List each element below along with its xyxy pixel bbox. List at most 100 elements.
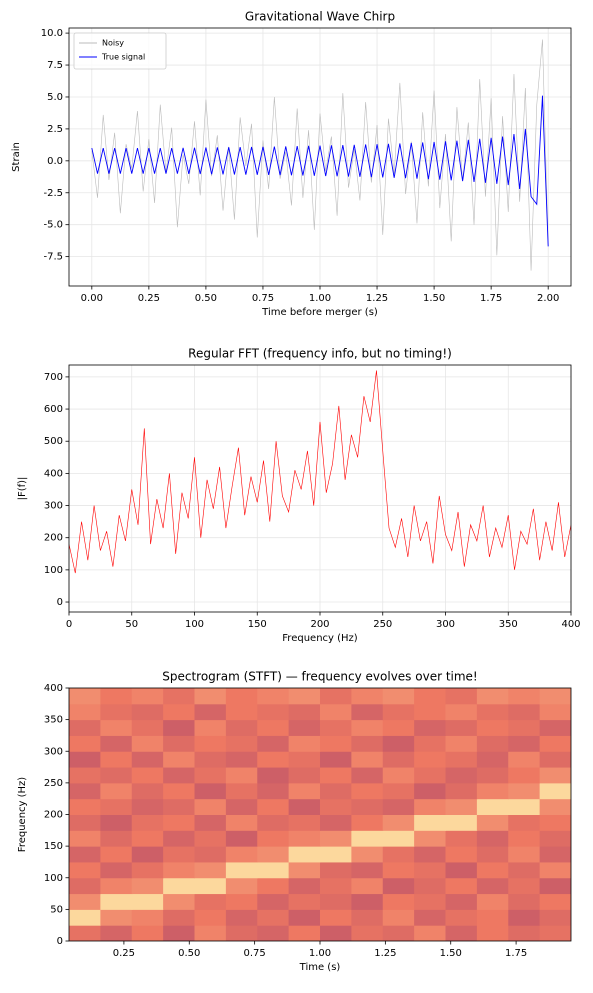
heatmap-cell: [163, 877, 195, 895]
heatmap-cell: [539, 751, 571, 768]
heatmap-cell: [288, 782, 321, 800]
heatmap-cell: [225, 925, 258, 941]
heatmap-cell: [382, 877, 415, 895]
heatmap-cell: [382, 688, 415, 705]
heatmap-cell: [194, 782, 227, 800]
heatmap-cell: [476, 877, 509, 895]
y-tick-label: 100: [44, 873, 63, 884]
heatmap-cell: [320, 703, 352, 721]
heatmap-cell: [476, 814, 509, 831]
heatmap-cell: [320, 719, 352, 736]
x-tick-label: 1.25: [366, 293, 388, 304]
heatmap-cell: [351, 719, 384, 736]
heatmap-cell: [320, 877, 352, 895]
heatmap-cell: [69, 909, 101, 926]
heatmap-cell: [100, 798, 133, 815]
heatmap-cell: [100, 846, 133, 863]
heatmap-cell: [382, 830, 415, 847]
y-tick-label: 50: [50, 904, 63, 915]
heatmap-cell: [351, 782, 384, 800]
heatmap-cell: [163, 735, 195, 752]
x-tick-label: 1.50: [440, 948, 462, 959]
heatmap-cell: [445, 751, 478, 768]
heatmap-cell: [100, 782, 133, 800]
heatmap-cell: [69, 688, 101, 705]
heatmap-cell: [445, 830, 478, 847]
heatmap-cell: [194, 703, 227, 721]
heatmap-cell: [131, 703, 164, 721]
heatmap-cell: [69, 893, 101, 910]
heatmap-cell: [539, 861, 571, 879]
heatmap-cell: [508, 925, 541, 941]
heatmap-cell: [69, 814, 101, 831]
heatmap-cell: [163, 814, 195, 831]
heatmap-cell: [194, 798, 227, 815]
y-tick-label: 150: [44, 841, 63, 852]
heatmap-cell: [100, 814, 133, 831]
heatmap-cell: [508, 846, 541, 863]
heatmap-cell: [414, 782, 446, 800]
heatmap-cell: [131, 877, 164, 895]
heatmap-cell: [476, 719, 509, 736]
heatmap-cell: [163, 925, 195, 941]
heatmap-cell: [476, 925, 509, 941]
heatmap-cell: [194, 735, 227, 752]
heatmap-cell: [194, 767, 227, 784]
heatmap-cell: [382, 703, 415, 721]
heatmap-cell: [100, 751, 133, 768]
heatmap-cell: [382, 767, 415, 784]
heatmap-cell: [382, 925, 415, 941]
heatmap-cell: [288, 925, 321, 941]
heatmap-cell: [163, 782, 195, 800]
heatmap-cell: [351, 909, 384, 926]
heatmap-cell: [131, 830, 164, 847]
heatmap-cell: [382, 909, 415, 926]
heatmap-cell: [69, 751, 101, 768]
heatmap-cell: [100, 719, 133, 736]
heatmap-cell: [225, 719, 258, 736]
heatmap-cell: [100, 735, 133, 752]
x-tick-label: 1.25: [374, 948, 396, 959]
x-tick-label: 250: [373, 619, 392, 630]
heatmap-cell: [351, 767, 384, 784]
y-tick-label: 500: [44, 436, 63, 447]
heatmap-cell: [225, 735, 258, 752]
heatmap-cell: [288, 814, 321, 831]
heatmap-cell: [539, 735, 571, 752]
heatmap-cell: [539, 893, 571, 910]
heatmap-cell: [508, 893, 541, 910]
heatmap-cell: [508, 861, 541, 879]
heatmap-cell: [225, 798, 258, 815]
y-axis-label: Frequency (Hz): [17, 777, 28, 853]
heatmap-cell: [445, 893, 478, 910]
x-tick-label: 0: [66, 619, 72, 630]
heatmap-cell: [288, 893, 321, 910]
heatmap-cell: [69, 798, 101, 815]
heatmap-cell: [508, 814, 541, 831]
x-tick-label: 300: [436, 619, 455, 630]
heatmap-cell: [163, 751, 195, 768]
heatmap-cell: [476, 909, 509, 926]
x-tick-label: 1.50: [423, 293, 445, 304]
heatmap-cell: [414, 893, 446, 910]
y-tick-label: 300: [44, 501, 63, 512]
heatmap-cell: [163, 830, 195, 847]
heatmap-cell: [414, 877, 446, 895]
heatmap-cell: [320, 735, 352, 752]
legend-label: Noisy: [102, 39, 124, 48]
heatmap-cell: [508, 703, 541, 721]
y-tick-label: 200: [44, 810, 63, 821]
heatmap-cell: [288, 751, 321, 768]
heatmap-cell: [288, 719, 321, 736]
heatmap-cell: [288, 861, 321, 879]
heatmap-cell: [508, 688, 541, 705]
heatmap-cell: [508, 782, 541, 800]
heatmap-cell: [257, 877, 290, 895]
heatmap-cell: [320, 767, 352, 784]
heatmap-cell: [100, 893, 133, 910]
heatmap-cell: [476, 846, 509, 863]
heatmap-cell: [288, 909, 321, 926]
line: [69, 370, 571, 574]
heatmap-cell: [131, 751, 164, 768]
y-tick-label: 400: [44, 683, 63, 694]
